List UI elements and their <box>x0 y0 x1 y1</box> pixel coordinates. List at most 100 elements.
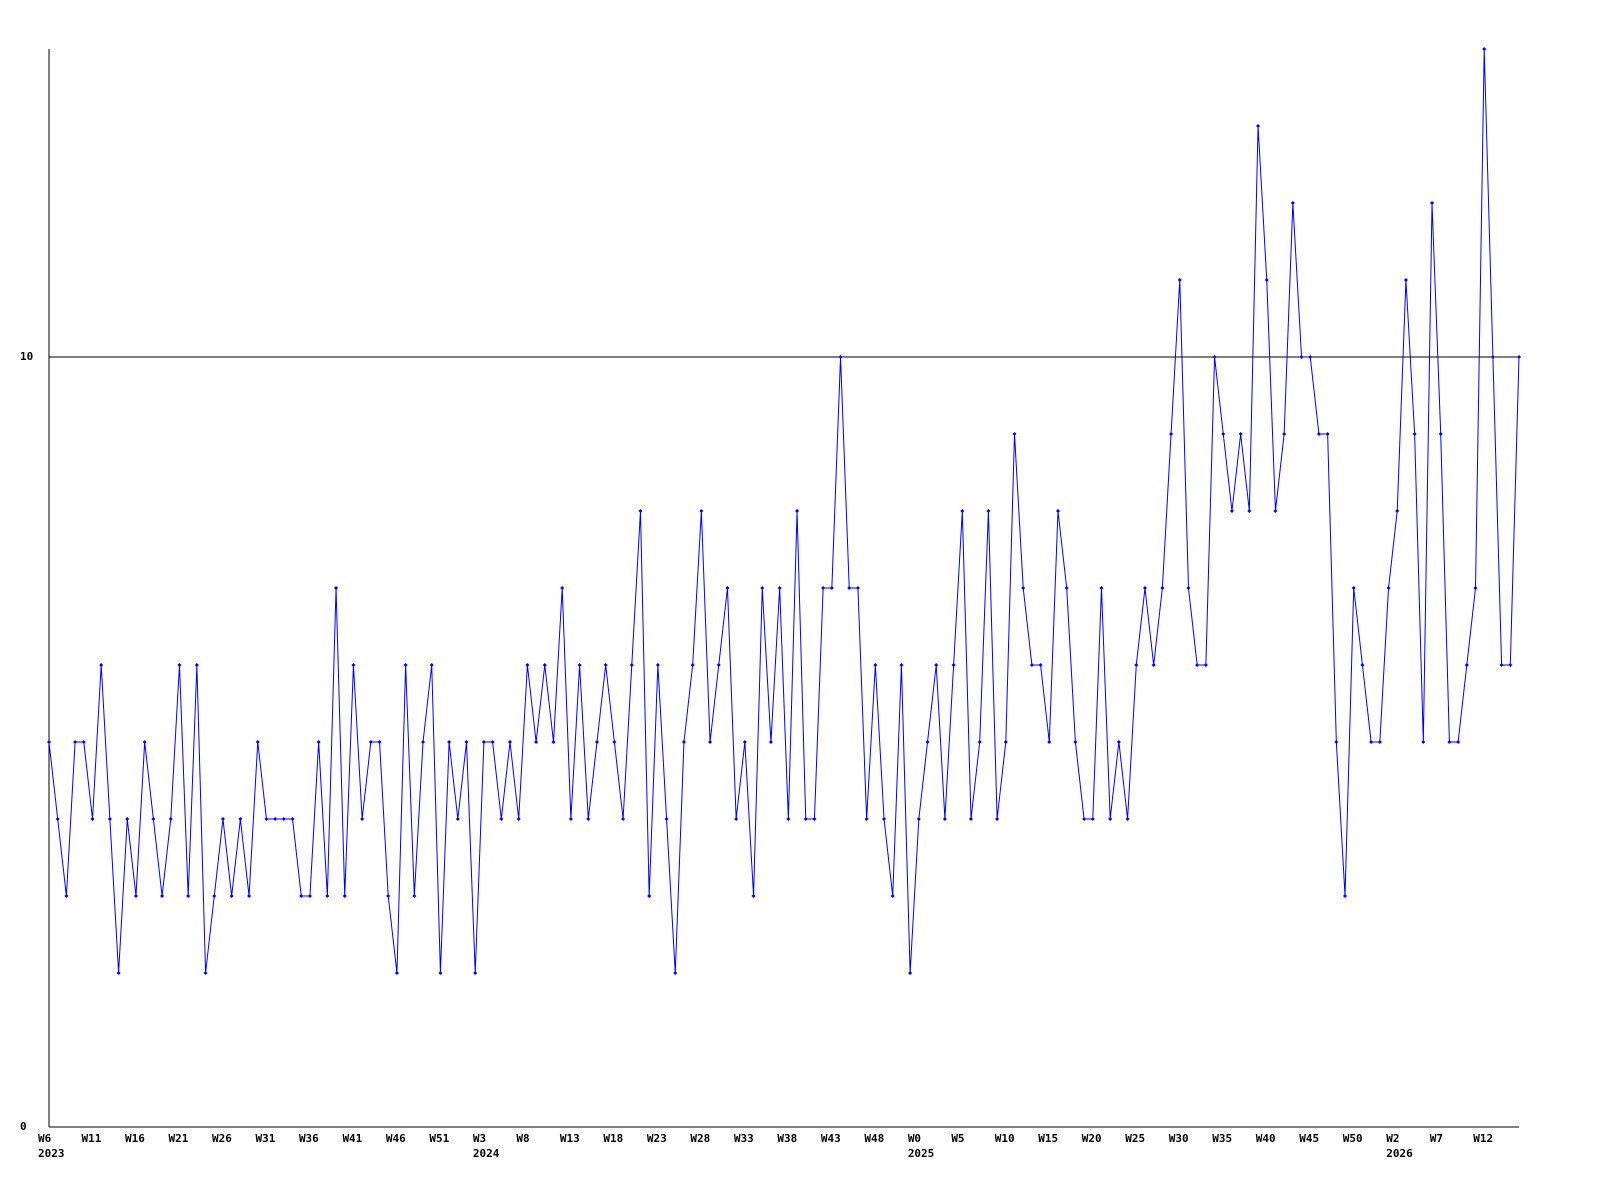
point <box>1377 740 1382 744</box>
point <box>1351 586 1356 590</box>
x-tick-label: W23 <box>647 1132 667 1145</box>
x-tick-label: W36 <box>299 1132 319 1145</box>
point <box>899 663 904 667</box>
x-tick-label: W16 <box>125 1132 145 1145</box>
point <box>1177 278 1182 282</box>
point <box>803 817 808 821</box>
x-tick-label: W50 <box>1343 1132 1363 1145</box>
point <box>1482 47 1487 51</box>
point <box>1195 663 1200 667</box>
point <box>951 663 956 667</box>
point <box>1142 586 1147 590</box>
point <box>542 663 547 667</box>
point <box>1203 663 1208 667</box>
point <box>81 740 86 744</box>
point <box>942 817 947 821</box>
point <box>360 817 365 821</box>
point <box>725 586 730 590</box>
point <box>829 586 834 590</box>
x-tick-label: W25 <box>1125 1132 1145 1145</box>
point <box>751 894 756 898</box>
point <box>220 817 225 821</box>
point <box>116 971 121 975</box>
point <box>1073 740 1078 744</box>
point <box>986 509 991 513</box>
point <box>638 509 643 513</box>
point <box>255 740 260 744</box>
point <box>1421 740 1426 744</box>
point <box>1238 432 1243 436</box>
point <box>742 740 747 744</box>
point <box>690 663 695 667</box>
x-tick-label: W12 <box>1473 1132 1493 1145</box>
point <box>890 894 895 898</box>
point <box>664 817 669 821</box>
point <box>481 740 486 744</box>
point <box>821 586 826 590</box>
x-tick-label: W18 <box>603 1132 623 1145</box>
point <box>316 740 321 744</box>
point <box>273 817 278 821</box>
x-tick-label: W51 <box>429 1132 449 1145</box>
x-tick-label: W33 <box>734 1132 754 1145</box>
point <box>203 971 208 975</box>
point <box>603 663 608 667</box>
point <box>1473 586 1478 590</box>
point <box>455 817 460 821</box>
x-year-label: 2023 <box>38 1147 65 1160</box>
point <box>916 817 921 821</box>
x-tick-label: W45 <box>1299 1132 1319 1145</box>
x-tick-label: W6 <box>38 1132 52 1145</box>
point <box>1082 817 1087 821</box>
point <box>925 740 930 744</box>
point <box>960 509 965 513</box>
x-tick-label: W2 <box>1386 1132 1399 1145</box>
x-tick-label: W41 <box>342 1132 362 1145</box>
y-tick-label: 0 <box>20 1120 27 1133</box>
point <box>1186 586 1191 590</box>
point <box>838 355 843 359</box>
x-tick-label: W48 <box>864 1132 884 1145</box>
point <box>699 509 704 513</box>
point <box>1090 817 1095 821</box>
point <box>1290 201 1295 205</box>
point <box>299 894 304 898</box>
point <box>673 971 678 975</box>
point <box>1108 817 1113 821</box>
x-tick-label: W20 <box>1082 1132 1102 1145</box>
x-tick-label: W13 <box>560 1132 580 1145</box>
point <box>1212 355 1217 359</box>
point <box>1369 740 1374 744</box>
point <box>586 817 591 821</box>
point <box>1438 432 1443 436</box>
point <box>525 663 530 667</box>
point <box>212 894 217 898</box>
point <box>1221 432 1226 436</box>
point <box>612 740 617 744</box>
point <box>1038 663 1043 667</box>
y-tick-label: 10 <box>20 350 33 363</box>
point <box>1169 432 1174 436</box>
point <box>1055 509 1060 513</box>
point <box>238 817 243 821</box>
point <box>882 817 887 821</box>
x-tick-label: W21 <box>168 1132 188 1145</box>
point <box>264 817 269 821</box>
point <box>177 663 182 667</box>
point <box>1229 509 1234 513</box>
point <box>1282 432 1287 436</box>
x-tick-label: W5 <box>951 1132 964 1145</box>
point <box>403 663 408 667</box>
point <box>55 817 60 821</box>
point <box>716 663 721 667</box>
point <box>1029 663 1034 667</box>
x-tick-label: W40 <box>1256 1132 1276 1145</box>
point <box>47 740 51 744</box>
point <box>247 894 252 898</box>
x-tick-label: W15 <box>1038 1132 1058 1145</box>
point <box>99 663 104 667</box>
point <box>516 817 521 821</box>
point <box>768 740 773 744</box>
point <box>1499 663 1504 667</box>
